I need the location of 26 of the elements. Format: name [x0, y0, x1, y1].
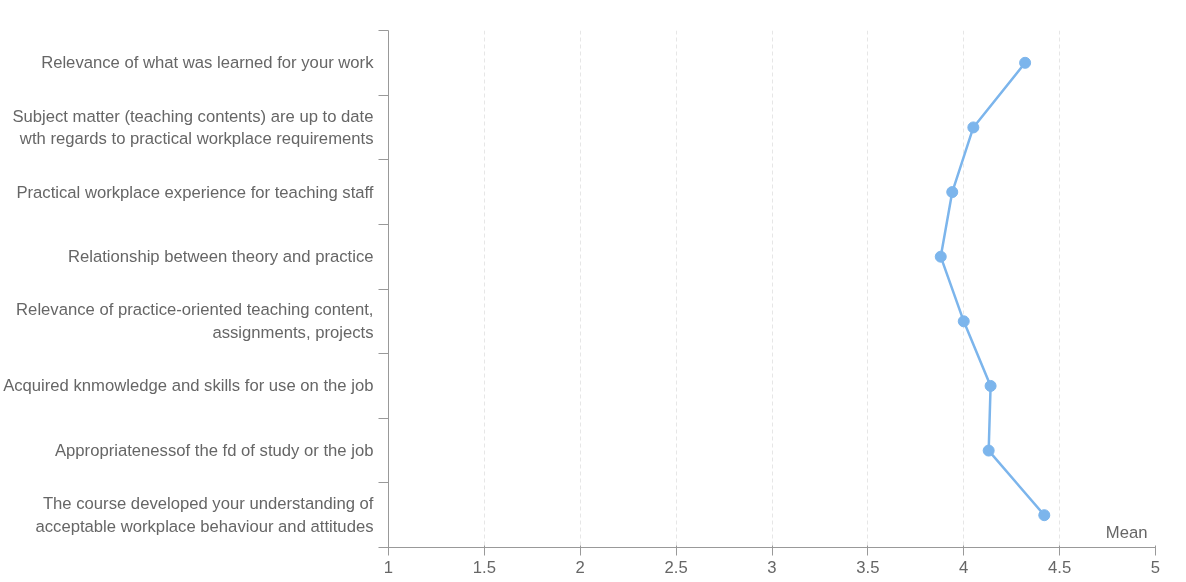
point	[982, 444, 995, 457]
y-tick-label: Relationship between theory and practice	[67, 247, 374, 267]
y-tick-label: Relevance of what was learned for your work	[41, 53, 375, 73]
y-tick-label: Relevance of practice-oriented teaching content, assignments, projects	[16, 300, 374, 343]
y-tick-label: Practical workplace experience for teaching staff	[16, 182, 374, 202]
x-tick-label: 2.5	[664, 557, 688, 577]
x-tick-label: 1.5	[472, 557, 496, 577]
x-tick-label: 3	[767, 557, 777, 577]
x-tick-label: 3.5	[856, 557, 880, 577]
y-tick-label: Subject matter (teaching contents) are up to date wth regards to practical workplace requirements	[12, 106, 374, 149]
point	[967, 121, 980, 134]
point	[1038, 509, 1051, 522]
x-tick-label: 1	[383, 557, 394, 577]
point	[957, 315, 970, 328]
x-axis-title: Mean	[1105, 522, 1148, 542]
point	[946, 186, 959, 199]
y-tick-label: Appropriatenessof the fd of study or the job	[54, 441, 374, 461]
y-tick-label: Acquired knmowledge and skills for use on the job	[3, 376, 374, 396]
x-tick-label: 4.5	[1048, 557, 1072, 577]
x-tick-label: 5	[1150, 557, 1161, 577]
point	[1019, 56, 1032, 69]
point	[934, 250, 947, 263]
x-tick-label: 2	[575, 557, 585, 577]
y-tick-label: The course developed your understanding of acceptable workplace behaviour and attitudes	[35, 494, 374, 537]
point	[984, 379, 997, 392]
x-tick-label: 4	[959, 557, 969, 577]
